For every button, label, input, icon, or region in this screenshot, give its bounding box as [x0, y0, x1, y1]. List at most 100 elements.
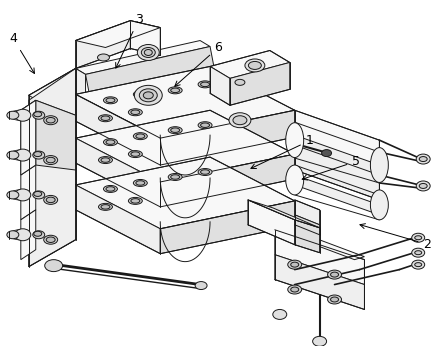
- Ellipse shape: [143, 92, 153, 99]
- Ellipse shape: [101, 116, 110, 120]
- Ellipse shape: [34, 152, 42, 156]
- Ellipse shape: [371, 147, 388, 183]
- Ellipse shape: [291, 262, 299, 267]
- Polygon shape: [75, 185, 160, 254]
- Ellipse shape: [101, 205, 110, 209]
- Ellipse shape: [288, 285, 301, 294]
- Ellipse shape: [168, 127, 182, 134]
- Ellipse shape: [15, 149, 31, 161]
- Polygon shape: [75, 41, 210, 74]
- Ellipse shape: [99, 115, 112, 122]
- Ellipse shape: [33, 231, 45, 239]
- Polygon shape: [295, 220, 320, 253]
- Ellipse shape: [171, 128, 180, 133]
- Ellipse shape: [45, 260, 62, 272]
- Polygon shape: [248, 200, 320, 228]
- Ellipse shape: [33, 191, 45, 199]
- Ellipse shape: [15, 229, 31, 241]
- Ellipse shape: [134, 85, 162, 105]
- Ellipse shape: [128, 197, 142, 204]
- Ellipse shape: [46, 237, 55, 243]
- Ellipse shape: [15, 109, 31, 121]
- Text: 5: 5: [302, 155, 360, 180]
- Ellipse shape: [46, 197, 55, 203]
- Ellipse shape: [233, 116, 247, 125]
- Ellipse shape: [330, 272, 339, 277]
- Ellipse shape: [10, 230, 28, 240]
- Ellipse shape: [136, 181, 145, 185]
- Ellipse shape: [10, 190, 28, 200]
- Ellipse shape: [245, 59, 265, 72]
- Polygon shape: [75, 66, 295, 138]
- Ellipse shape: [286, 165, 304, 195]
- Ellipse shape: [137, 44, 159, 60]
- Ellipse shape: [171, 88, 180, 93]
- Polygon shape: [75, 68, 86, 100]
- Ellipse shape: [288, 260, 301, 269]
- Ellipse shape: [128, 151, 142, 158]
- Ellipse shape: [34, 231, 42, 236]
- Ellipse shape: [7, 191, 19, 199]
- Ellipse shape: [7, 111, 19, 119]
- Text: 4: 4: [9, 32, 34, 74]
- Polygon shape: [230, 62, 290, 105]
- Ellipse shape: [44, 155, 58, 164]
- Polygon shape: [295, 175, 380, 215]
- Ellipse shape: [7, 151, 19, 159]
- Ellipse shape: [131, 198, 140, 203]
- Polygon shape: [248, 200, 295, 245]
- Ellipse shape: [99, 156, 112, 163]
- Polygon shape: [210, 66, 230, 105]
- Ellipse shape: [416, 154, 430, 164]
- Ellipse shape: [198, 122, 212, 129]
- Polygon shape: [210, 51, 290, 78]
- Ellipse shape: [131, 110, 140, 115]
- Ellipse shape: [371, 190, 388, 220]
- Ellipse shape: [99, 203, 112, 210]
- Polygon shape: [75, 138, 160, 207]
- Polygon shape: [21, 100, 36, 175]
- Ellipse shape: [15, 189, 31, 201]
- Ellipse shape: [103, 139, 117, 146]
- Ellipse shape: [291, 287, 299, 292]
- Ellipse shape: [330, 297, 339, 302]
- Ellipse shape: [229, 113, 251, 128]
- Polygon shape: [75, 20, 160, 48]
- Ellipse shape: [415, 263, 422, 266]
- Polygon shape: [275, 255, 364, 310]
- Ellipse shape: [33, 151, 45, 159]
- Ellipse shape: [273, 310, 287, 320]
- Ellipse shape: [44, 116, 58, 125]
- Ellipse shape: [136, 134, 145, 138]
- Polygon shape: [75, 20, 130, 68]
- Polygon shape: [130, 20, 160, 56]
- Ellipse shape: [327, 295, 342, 304]
- Ellipse shape: [198, 169, 212, 176]
- Ellipse shape: [34, 192, 42, 196]
- Polygon shape: [295, 140, 380, 200]
- Ellipse shape: [313, 336, 326, 346]
- Polygon shape: [275, 227, 364, 260]
- Ellipse shape: [322, 150, 331, 156]
- Polygon shape: [295, 215, 320, 235]
- Ellipse shape: [133, 179, 147, 186]
- Polygon shape: [29, 68, 75, 266]
- Ellipse shape: [133, 133, 147, 139]
- Ellipse shape: [168, 174, 182, 180]
- Ellipse shape: [10, 150, 28, 160]
- Polygon shape: [160, 110, 295, 165]
- Ellipse shape: [106, 98, 115, 102]
- Ellipse shape: [248, 61, 261, 69]
- Polygon shape: [29, 68, 86, 101]
- Ellipse shape: [106, 187, 115, 191]
- Ellipse shape: [286, 123, 304, 158]
- Ellipse shape: [139, 89, 157, 102]
- Ellipse shape: [10, 110, 28, 120]
- Polygon shape: [86, 46, 215, 100]
- Ellipse shape: [44, 195, 58, 204]
- Polygon shape: [160, 154, 295, 207]
- Polygon shape: [36, 100, 75, 170]
- Ellipse shape: [103, 185, 117, 193]
- Ellipse shape: [201, 123, 210, 127]
- Ellipse shape: [412, 233, 425, 242]
